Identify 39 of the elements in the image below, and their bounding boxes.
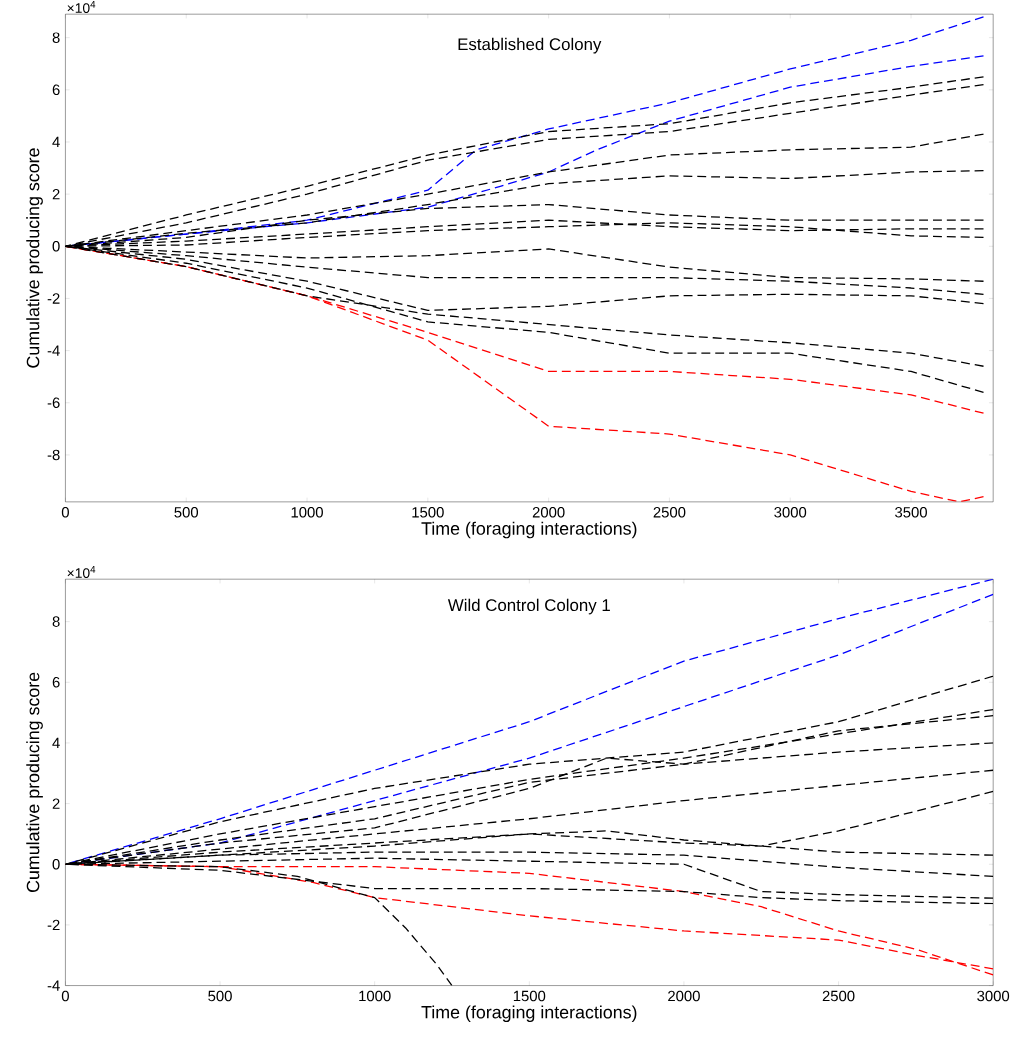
text: ×10$^{4}$ [67,565,96,578]
y-tick-label: 0 [52,241,60,252]
y-tick-label: -2 [47,919,60,931]
x-axis-title: Time (foraging interactions) [421,521,637,539]
y-tick-label: 2 [52,798,60,809]
x-tick-label: 2000 [532,507,565,518]
x-axis-title: Time (foraging interactions) [421,1005,637,1023]
y-tick-label: -8 [47,449,60,461]
y-tick-label: 0 [52,858,60,870]
y-axis-title: Cumulative producing score [26,672,43,893]
x-tick-label: 3500 [895,507,928,518]
y-tick-label: 4 [52,737,60,749]
y-tick-label: -6 [47,397,60,409]
text: Established Colony [458,37,602,54]
y-tick-label: 4 [52,136,60,148]
x-tick-label: 2000 [668,990,700,1002]
x-tick-label: 1500 [412,507,444,518]
y-tick-label: -2 [47,293,60,304]
text: ×10$^{4}$ [67,1,96,13]
x-tick-label: 1000 [291,507,324,518]
y-tick-label: 8 [52,32,60,43]
y-tick-label: -4 [47,345,60,356]
x-tick-label: 1500 [513,990,546,1002]
y-tick-label: 8 [52,616,60,627]
y-tick-label: -4 [47,980,60,991]
y-tick-label: 6 [52,677,60,688]
x-tick-label: 500 [208,990,232,1002]
x-tick-label: 0 [61,507,70,518]
x-tick-label: 3000 [774,507,807,518]
y-tick-label: 2 [52,188,60,200]
x-tick-label: 0 [61,990,70,1002]
x-tick-label: 2500 [653,507,686,518]
y-tick-label: 6 [52,84,60,96]
y-axis-title: Cumulative producing score [26,148,43,368]
x-tick-label: 3000 [977,990,1010,1002]
x-tick-label: 500 [174,507,199,518]
x-tick-label: 1000 [359,990,391,1002]
x-tick-label: 2500 [822,990,855,1002]
text: Wild Control Colony 1 [447,598,610,615]
